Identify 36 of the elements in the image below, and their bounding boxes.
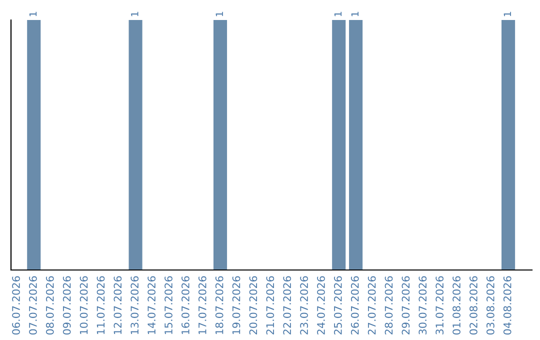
x-tick-label: 29.07.2026 (402, 276, 410, 334)
x-tick-label: 14.07.2026 (148, 276, 156, 334)
x-tick-label: 28.07.2026 (384, 276, 393, 334)
data-label: 1 (504, 12, 511, 16)
x-tick-label: 06.07.2026 (12, 276, 20, 335)
x-tick-label: 11.07.2026 (96, 276, 105, 334)
x-tick-label: 21.07.2026 (266, 276, 274, 334)
x-tick-label: 15.07.2026 (164, 276, 172, 334)
x-tick-label: 23.07.2026 (300, 276, 308, 334)
x-tick-label: 02.08.2026 (470, 276, 478, 335)
x-tick-label: 31.07.2026 (436, 276, 444, 334)
data-label: 1 (216, 12, 223, 16)
x-tick-label: 25.07.2026 (334, 276, 342, 334)
data-label: 1 (29, 12, 37, 16)
x-tick-label: 22.07.2026 (283, 276, 292, 334)
x-tick-label: 26.07.2026 (350, 276, 359, 334)
data-label: 1 (334, 12, 342, 16)
data-label: 1 (351, 12, 358, 16)
x-tick-label: 27.07.2026 (368, 276, 376, 334)
x-tick-label: 09.07.2026 (62, 276, 71, 335)
x-tick-label: 20.07.2026 (249, 276, 258, 334)
x-tick-label: 04.08.2026 (503, 276, 512, 335)
x-tick-label: 24.07.2026 (317, 276, 325, 334)
x-tick-label: 13.07.2026 (130, 276, 139, 334)
data-label: 1 (131, 12, 138, 16)
x-tick-label: 08.07.2026 (46, 276, 54, 335)
x-tick-label: 12.07.2026 (114, 276, 122, 334)
x-tick-label: 07.07.2026 (29, 276, 37, 335)
x-tick-label: 19.07.2026 (232, 276, 240, 334)
x-tick-label: 03.08.2026 (486, 276, 494, 335)
x-tick-label: 30.07.2026 (418, 276, 427, 334)
x-tick-label: 16.07.2026 (182, 276, 190, 334)
x-tick-label: 01.08.2026 (452, 276, 460, 335)
x-tick-label: 18.07.2026 (215, 276, 224, 334)
x-tick-label: 17.07.2026 (198, 276, 206, 334)
x-tick-label: 10.07.2026 (80, 276, 88, 334)
